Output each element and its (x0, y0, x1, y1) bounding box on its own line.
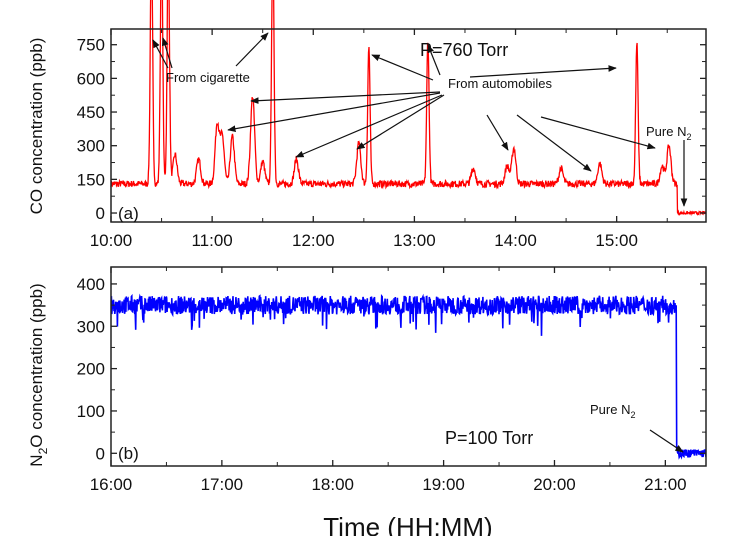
x-tick-label: 19:00 (422, 475, 465, 494)
data-series-line (111, 293, 706, 460)
x-tick-label: 16:00 (90, 475, 133, 494)
panel-a-label: (a) (118, 204, 139, 223)
annotation-arrow (540, 116, 656, 150)
panel-b-pressure: P=100 Torr (445, 428, 533, 448)
panel-b-pure-n2-label: Pure N2 (590, 402, 635, 420)
y-tick-label: 0 (96, 444, 105, 463)
panel-a-y-axis-label: CO concentration (ppb) (27, 38, 46, 215)
panel-a-co: 10:00 11:00 12:00 13:00 14:00 15:00 0 150 300 450… (77, 0, 707, 250)
panel-a-pure-n2-label: Pure N2 (646, 124, 691, 142)
panel-b-y-axis-label: N2O concentration (ppb) (27, 283, 50, 466)
y-tick-label: 750 (77, 36, 105, 55)
y-tick-label: 300 (77, 137, 105, 156)
annotation-arrow (227, 92, 441, 133)
annotation-arrows (152, 32, 688, 453)
panel-a-cigarette-label: From cigarette (166, 70, 250, 85)
x-tick-label: 12:00 (292, 231, 335, 250)
annotation-arrow (469, 65, 617, 78)
panel-a-automobiles-label: From automobiles (448, 76, 553, 91)
y-tick-label: 150 (77, 170, 105, 189)
data-series-line (110, 0, 707, 217)
panel-b-n2o: 16:00 17:00 18:00 19:00 20:00 21:00 0 100 200 300… (77, 266, 707, 494)
annotation-arrow (235, 32, 269, 67)
x-tick-label: 10:00 (90, 231, 133, 250)
panel-a-pressure: P=760 Torr (420, 40, 508, 60)
y-tick-label: 450 (77, 103, 105, 122)
annotation-arrow (356, 94, 445, 150)
annotation-arrow (295, 94, 443, 158)
annotation-arrow (371, 54, 434, 81)
annotation-arrow (250, 91, 441, 104)
plot-frame (110, 266, 707, 467)
x-tick-label: 13:00 (393, 231, 436, 250)
x-tick-label: 14:00 (494, 231, 537, 250)
x-axis-label: Time (HH:MM) (323, 512, 492, 536)
annotation-arrow (516, 114, 592, 172)
y-tick-label: 200 (77, 360, 105, 379)
y-tick-label: 400 (77, 275, 105, 294)
x-tick-label: 15:00 (595, 231, 638, 250)
annotation-arrow (427, 44, 441, 76)
plot-frame (110, 28, 707, 223)
y-tick-label: 300 (77, 317, 105, 336)
y-tick-label: 600 (77, 69, 105, 88)
annotation-arrow (161, 37, 173, 69)
x-tick-label: 11:00 (191, 231, 232, 250)
annotation-arrow (152, 39, 169, 69)
x-tick-label: 18:00 (311, 475, 354, 494)
x-tick-label: 21:00 (644, 475, 687, 494)
x-tick-label: 20:00 (533, 475, 576, 494)
x-tick-label: 17:00 (201, 475, 244, 494)
annotation-arrow (486, 114, 509, 151)
annotation-arrow (649, 429, 684, 453)
y-tick-label: 100 (77, 402, 105, 421)
panel-b-label: (b) (118, 444, 139, 463)
y-tick-label: 0 (96, 204, 105, 223)
